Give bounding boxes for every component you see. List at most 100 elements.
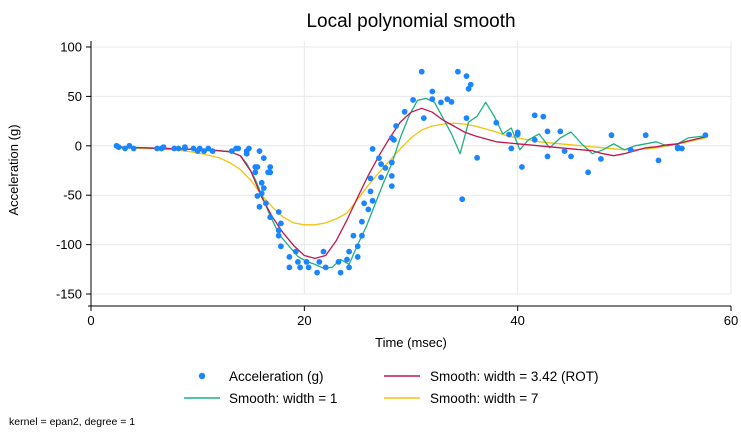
scatter-point bbox=[420, 115, 427, 121]
scatter-point bbox=[278, 243, 284, 250]
series-line-2 bbox=[116, 122, 706, 226]
legend-w7-label: Smooth: width = 7 bbox=[430, 391, 538, 406]
scatter-point bbox=[286, 254, 293, 260]
scatter-point bbox=[278, 220, 284, 227]
x-tick-label: 0 bbox=[87, 313, 94, 328]
y-tick-label: -150 bbox=[56, 287, 82, 302]
scatter-point bbox=[359, 218, 365, 225]
scatter-point bbox=[260, 155, 267, 162]
scatter-point bbox=[627, 146, 634, 153]
scatter-point bbox=[235, 145, 242, 152]
scatter-point bbox=[359, 232, 365, 239]
scatter-point bbox=[337, 269, 344, 276]
x-axis-label: Time (msec) bbox=[375, 335, 447, 350]
scatter-point bbox=[463, 115, 470, 121]
scatter-point bbox=[267, 169, 274, 176]
scatter-point bbox=[608, 132, 615, 139]
scatter-point bbox=[303, 259, 310, 265]
scatter-point bbox=[126, 142, 133, 149]
scatter-point bbox=[322, 264, 329, 271]
scatter-point bbox=[335, 259, 342, 265]
scatter-point bbox=[258, 179, 265, 186]
y-tick-label: -100 bbox=[56, 237, 82, 252]
scatter-point bbox=[679, 145, 685, 152]
scatter-point bbox=[256, 203, 263, 210]
legend-w1-label: Smooth: width = 1 bbox=[229, 391, 337, 406]
scatter-point bbox=[258, 190, 265, 197]
scatter-point bbox=[175, 145, 182, 152]
scatter-point bbox=[154, 145, 161, 152]
scatter-point bbox=[367, 188, 374, 195]
chart-note: kernel = epan2, degree = 1 bbox=[9, 416, 135, 428]
scatter-point bbox=[286, 264, 293, 271]
scatter-point bbox=[297, 264, 303, 271]
scatter-point bbox=[544, 128, 551, 135]
scatter-point bbox=[196, 145, 203, 152]
scatter-point bbox=[391, 136, 397, 143]
scatter-point bbox=[378, 174, 384, 181]
scatter-point bbox=[444, 96, 451, 102]
scatter-point bbox=[252, 169, 259, 176]
x-tick-label: 60 bbox=[724, 313, 738, 328]
scatter-point bbox=[410, 97, 416, 103]
scatter-point bbox=[275, 232, 282, 239]
legend-scatter-label: Acceleration (g) bbox=[229, 369, 324, 384]
legend-rot-label: Smooth: width = 3.42 (ROT) bbox=[430, 369, 598, 384]
scatter-point bbox=[182, 144, 188, 151]
tick-labels: -150 -100 -50 0 50 100 0 20 40 60 bbox=[56, 40, 738, 329]
y-tick-label: 100 bbox=[60, 40, 82, 55]
scatter-point bbox=[474, 154, 480, 161]
scatter-point bbox=[429, 88, 436, 95]
scatter-point bbox=[376, 155, 382, 162]
scatter-point bbox=[401, 108, 408, 115]
scatter-point bbox=[314, 269, 320, 276]
scatter-point bbox=[598, 156, 604, 162]
scatter-point bbox=[171, 145, 178, 152]
scatter-point bbox=[361, 200, 367, 207]
y-tick-label: 0 bbox=[75, 138, 82, 153]
axes bbox=[86, 41, 732, 311]
scatter-point bbox=[190, 145, 197, 152]
scatter-point bbox=[369, 146, 376, 152]
scatter-point bbox=[316, 259, 323, 265]
y-tick-label: -50 bbox=[63, 188, 82, 203]
y-tick-label: 50 bbox=[68, 89, 82, 104]
scatter-point bbox=[243, 150, 250, 157]
scatter-point bbox=[267, 214, 274, 221]
scatter-point bbox=[459, 196, 466, 203]
scatter-point bbox=[369, 197, 376, 204]
chart-title: Local polynomial smooth bbox=[306, 11, 515, 32]
scatter-point bbox=[514, 131, 521, 138]
scatter-point bbox=[493, 119, 500, 126]
legend-scatter-marker bbox=[198, 372, 206, 380]
scatter-point bbox=[557, 128, 564, 135]
scatter-point bbox=[561, 148, 568, 155]
scatter-point bbox=[246, 145, 252, 152]
scatter-point bbox=[354, 243, 361, 250]
scatter-point bbox=[429, 96, 436, 102]
scatter-point bbox=[367, 175, 374, 182]
scatter-point bbox=[506, 131, 512, 138]
scatter-point bbox=[388, 159, 395, 166]
scatter-point bbox=[254, 193, 261, 199]
scatter-point bbox=[448, 99, 455, 105]
scatter-points bbox=[113, 68, 709, 276]
scatter-point bbox=[320, 248, 327, 255]
scatter-point bbox=[467, 81, 474, 88]
scatter-point bbox=[344, 256, 350, 263]
scatter-point bbox=[365, 206, 372, 213]
scatter-point bbox=[519, 164, 525, 170]
scatter-point bbox=[256, 148, 263, 155]
x-tick-label: 40 bbox=[510, 313, 524, 328]
scatter-point bbox=[544, 153, 551, 160]
scatter-point bbox=[115, 144, 122, 151]
scatter-point bbox=[585, 169, 591, 176]
scatter-point bbox=[382, 165, 389, 171]
scatter-point bbox=[346, 248, 352, 255]
scatter-point bbox=[531, 136, 538, 143]
scatter-point bbox=[388, 173, 395, 179]
scatter-point bbox=[655, 157, 662, 164]
scatter-point bbox=[267, 164, 274, 170]
scatter-point bbox=[455, 68, 461, 75]
